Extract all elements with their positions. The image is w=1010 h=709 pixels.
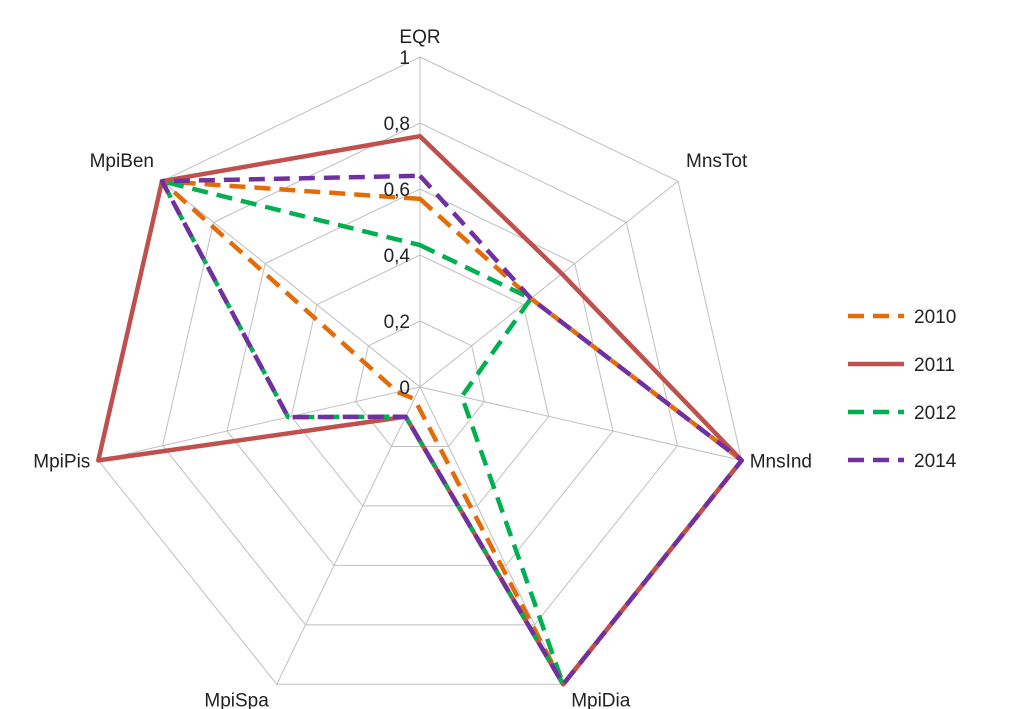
tick-label: 0 xyxy=(399,378,410,399)
axis-label-eqr: EQR xyxy=(399,27,440,48)
tick-labels: 0 0,2 0,4 0,6 0,8 1 xyxy=(384,48,411,399)
legend-label-2014: 2014 xyxy=(914,451,957,472)
legend-label-2010: 2010 xyxy=(914,307,956,328)
series-2012 xyxy=(159,178,566,687)
axis-labels: EQR MnsTot MnsInd MpiDia MpiSpa MpiPis MpiBen xyxy=(33,27,812,709)
axis-spoke-5 xyxy=(98,386,421,461)
series-layer xyxy=(96,133,744,687)
tick-label: 0,6 xyxy=(384,180,410,201)
grid xyxy=(97,56,743,685)
series-2010 xyxy=(159,178,744,687)
axis-spoke-2 xyxy=(419,386,742,461)
axis-spoke-1 xyxy=(419,180,679,388)
tick-label: 0,4 xyxy=(384,246,411,267)
legend-label-2011: 2011 xyxy=(914,355,955,376)
axis-label-mpiben: MpiBen xyxy=(90,151,154,172)
tick-label: 0,8 xyxy=(384,114,410,135)
legend-label-2012: 2012 xyxy=(914,403,956,424)
axis-spoke-6 xyxy=(161,180,421,388)
tick-label: 1 xyxy=(399,48,410,69)
axis-label-mpipis: MpiPis xyxy=(33,451,90,472)
series-2014 xyxy=(159,173,744,687)
axis-label-mnsind: MnsInd xyxy=(750,451,812,472)
tick-label: 0,2 xyxy=(384,312,410,333)
axis-label-mpidia: MpiDia xyxy=(571,690,631,709)
grid-ring-1 xyxy=(355,320,485,447)
grid-ring-2 xyxy=(290,254,550,507)
axis-spoke-4 xyxy=(276,386,421,685)
axis-label-mpispa: MpiSpa xyxy=(204,690,269,709)
axis-label-mnstot: MnsTot xyxy=(686,151,748,172)
legend: 2010 2011 2012 2014 xyxy=(848,307,957,472)
